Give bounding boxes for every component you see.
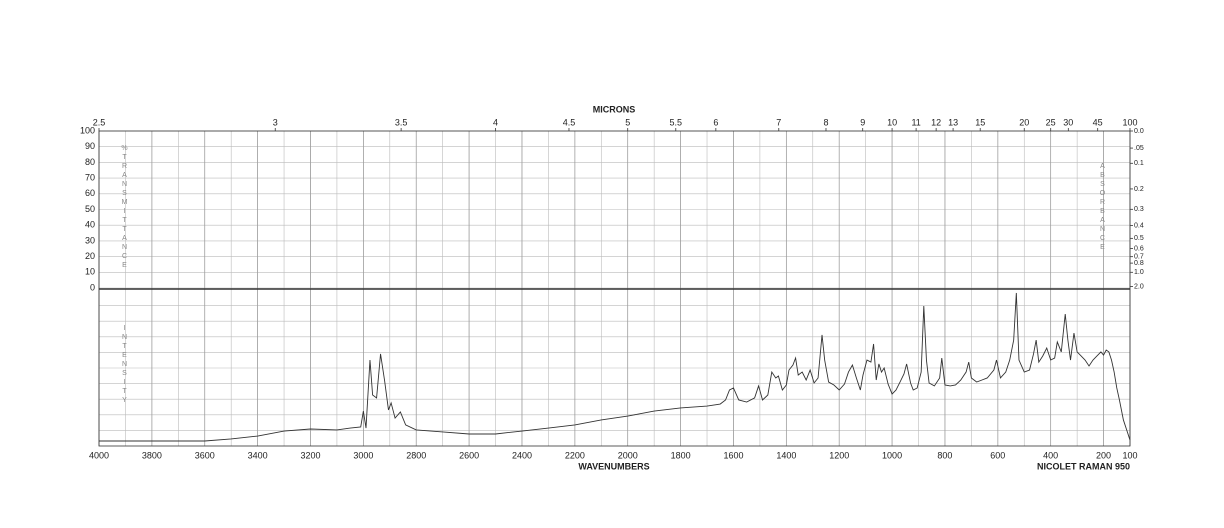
x-tick-label: 1600 xyxy=(723,450,743,460)
y2-tick-label: 0.6 xyxy=(1134,245,1144,252)
y-tick-label: 70 xyxy=(85,172,95,182)
x2-tick-label: 7 xyxy=(776,117,781,127)
y-tick-label: 90 xyxy=(85,141,95,151)
x2-tick-label: 4.5 xyxy=(563,117,576,127)
y2-tick-label: .05 xyxy=(1134,145,1144,152)
x2-tick-label: 5 xyxy=(625,117,630,127)
x2-tick-label: 30 xyxy=(1063,117,1073,127)
x2-tick-label: 3.5 xyxy=(395,117,408,127)
y2-tick-label: 1.0 xyxy=(1134,269,1144,276)
x2-tick-label: 4 xyxy=(493,117,498,127)
spectrum-line xyxy=(99,292,1131,442)
x-tick-label: 3800 xyxy=(142,450,162,460)
x-tick-label: 2000 xyxy=(618,450,638,460)
x-tick-label: 3000 xyxy=(353,450,373,460)
y2-tick-label: 0.8 xyxy=(1134,260,1144,267)
x2-tick-label: 5.5 xyxy=(670,117,683,127)
y2-tick-label: 0.2 xyxy=(1134,186,1144,193)
x-tick-label: 800 xyxy=(937,450,952,460)
x-tick-label: 2200 xyxy=(565,450,585,460)
x-tick-label: 2800 xyxy=(406,450,426,460)
x2-tick-label: 20 xyxy=(1019,117,1029,127)
x-tick-label: 3200 xyxy=(300,450,320,460)
x-axis-label: WAVENUMBERS xyxy=(578,461,649,471)
x-tick-label: 3400 xyxy=(248,450,268,460)
y2-axis-label: ABSORBANCE xyxy=(1099,163,1106,253)
y-tick-label: 50 xyxy=(85,204,95,214)
y2-tick-label: 0.5 xyxy=(1134,235,1144,242)
y2-tick-label: 0.1 xyxy=(1134,160,1144,167)
x-tick-label: 4000 xyxy=(89,450,109,460)
y2-tick-label: 0.3 xyxy=(1134,206,1144,213)
y2-tick-label: 2.0 xyxy=(1134,283,1144,290)
x2-tick-label: 12 xyxy=(931,117,941,127)
y-tick-label: 60 xyxy=(85,188,95,198)
x2-tick-label: 100 xyxy=(1122,117,1137,127)
y-tick-label: 0 xyxy=(90,282,95,292)
x-tick-label: 1400 xyxy=(776,450,796,460)
x-tick-label: 600 xyxy=(990,450,1005,460)
x2-tick-label: 3 xyxy=(273,117,278,127)
intensity-label: INTENSITY xyxy=(121,325,128,406)
x2-tick-label: 6 xyxy=(713,117,718,127)
y-tick-label: 100 xyxy=(80,125,95,135)
x-tick-label: 1200 xyxy=(829,450,849,460)
y2-tick-label: 0.4 xyxy=(1134,222,1144,229)
x-tick-label: 3600 xyxy=(195,450,215,460)
y-tick-label: 40 xyxy=(85,220,95,230)
x2-tick-label: 2.5 xyxy=(93,117,106,127)
y-tick-label: 80 xyxy=(85,157,95,167)
x-tick-label: 1800 xyxy=(671,450,691,460)
x-tick-label: 2600 xyxy=(459,450,479,460)
x-tick-label: 200 xyxy=(1096,450,1111,460)
x2-tick-label: 10 xyxy=(887,117,897,127)
x2-axis-label: MICRONS xyxy=(593,104,636,114)
x2-tick-label: 9 xyxy=(860,117,865,127)
x-tick-label: 100 xyxy=(1122,450,1137,460)
x2-tick-label: 13 xyxy=(948,117,958,127)
y-tick-label: 30 xyxy=(85,235,95,245)
y2-tick-label: 0.0 xyxy=(1134,128,1144,135)
x2-tick-label: 8 xyxy=(823,117,828,127)
x2-tick-label: 15 xyxy=(975,117,985,127)
x-tick-label: 400 xyxy=(1043,450,1058,460)
x-tick-label: 1000 xyxy=(882,450,902,460)
y-axis-label: %TRANSMITTANCE xyxy=(121,145,128,271)
y2-tick-label: 0.7 xyxy=(1134,254,1144,261)
x2-tick-label: 45 xyxy=(1093,117,1103,127)
x2-tick-label: 25 xyxy=(1046,117,1056,127)
x2-tick-label: 11 xyxy=(911,117,920,127)
x-tick-label: 2400 xyxy=(512,450,532,460)
y-tick-label: 20 xyxy=(85,251,95,261)
instrument-label: NICOLET RAMAN 950 xyxy=(1037,461,1130,471)
y-tick-label: 10 xyxy=(85,267,95,277)
